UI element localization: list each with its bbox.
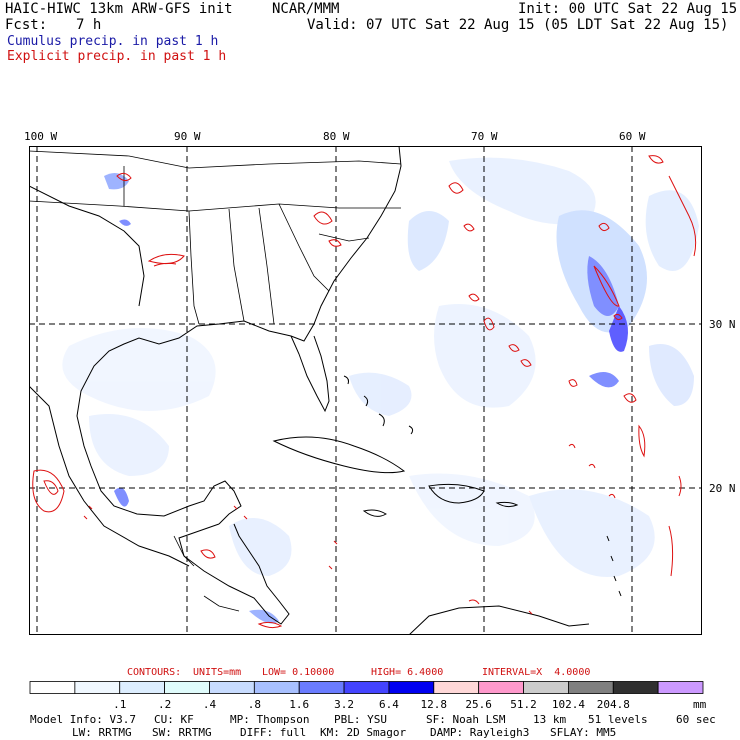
colorbar-swatch — [612, 681, 659, 694]
precip-colorbar — [29, 681, 704, 694]
colorbar-tick-label: 204.8 — [596, 698, 630, 711]
colorbar-swatch — [343, 681, 390, 694]
surface-layer: SFLAY: MM5 — [550, 726, 617, 739]
colorbar-tick-label: 3.2 — [334, 698, 354, 711]
contours-high: HIGH= 6.4000 — [371, 667, 444, 678]
colorbar-swatch — [388, 681, 435, 694]
microphysics: MP: Thompson — [230, 713, 310, 726]
colorbar-swatch — [478, 681, 524, 694]
colorbar-swatch — [657, 681, 704, 694]
contours-units: UNITS=mm — [193, 667, 242, 678]
colorbar-swatch — [523, 681, 569, 694]
forecast-label: Fcst: — [5, 17, 48, 33]
colorbar-swatch — [433, 681, 480, 694]
explicit-legend: Explicit precip. in past 1 h — [7, 49, 227, 64]
valid-time: Valid: 07 UTC Sat 22 Aug 15 (05 LDT Sat … — [307, 17, 729, 33]
cumulus-precip-areas — [62, 157, 699, 624]
init-time: Init: 00 UTC Sat 22 Aug 15 — [518, 1, 738, 17]
cumulus-legend: Cumulus precip. in past 1 h — [7, 34, 219, 49]
timestep: 60 sec — [676, 713, 716, 726]
lon-label-90w: 90 W — [174, 130, 201, 143]
colorbar-unit: mm — [693, 698, 707, 711]
colorbar-tick-label: .4 — [202, 698, 217, 711]
colorbar-tick-label: .8 — [247, 698, 261, 711]
colorbar-tick-label: 51.2 — [510, 698, 537, 711]
colorbar-tick-label: .2 — [157, 698, 172, 711]
diffusion: DIFF: full — [240, 726, 307, 739]
vertical-levels: 51 levels — [588, 713, 648, 726]
colorbar-swatch — [298, 681, 345, 694]
colorbar-tick-label: 6.4 — [378, 698, 399, 711]
contours-label: CONTOURS: — [127, 667, 182, 678]
lon-label-100w: 100 W — [24, 130, 58, 143]
resolution: 13 km — [533, 713, 567, 726]
colorbar-tick-label: .1 — [113, 698, 127, 711]
colorbar-tick-label: 25.6 — [465, 698, 492, 711]
lat-lon-grid — [29, 146, 702, 635]
lon-label-80w: 80 W — [323, 130, 350, 143]
eddy-coefficient: KM: 2D Smagor — [320, 726, 407, 739]
longwave-scheme: LW: RRTMG — [72, 726, 132, 739]
colorbar-tick-label: 102.4 — [551, 698, 585, 711]
colorbar-tick-label: 1.6 — [289, 698, 310, 711]
shortwave-scheme: SW: RRTMG — [152, 726, 212, 739]
colorbar-swatch — [568, 681, 614, 694]
cumulus-scheme: CU: KF — [154, 713, 194, 726]
contours-low: LOW= 0.10000 — [262, 667, 335, 678]
pbl-scheme: PBL: YSU — [334, 713, 387, 726]
colorbar-swatch — [29, 681, 76, 694]
colorbar-swatch — [164, 681, 210, 694]
forecast-hour: 7 h — [76, 17, 102, 33]
surface-scheme: SF: Noah LSM — [426, 713, 506, 726]
colorbar-tick-label: 12.8 — [420, 698, 448, 711]
explicit-precip-contours — [32, 155, 697, 629]
colorbar-swatch — [253, 681, 300, 694]
lat-label-20n: 20 N — [709, 482, 736, 495]
colorbar-swatch — [74, 681, 121, 694]
lon-label-60w: 60 W — [619, 130, 646, 143]
lat-label-30n: 30 N — [709, 318, 736, 331]
colorbar-swatch — [209, 681, 255, 694]
precipitation-map — [29, 146, 702, 635]
lon-label-70w: 70 W — [471, 130, 498, 143]
coastlines — [29, 146, 622, 635]
contours-interval: INTERVAL=X 4.0000 — [482, 667, 591, 678]
colorbar-swatch — [119, 681, 165, 694]
political-borders — [29, 150, 402, 612]
model-title: HAIC-HIWC 13km ARW-GFS init — [5, 1, 233, 17]
damping: DAMP: Rayleigh3 — [430, 726, 530, 739]
organization: NCAR/MMM — [272, 1, 340, 17]
model-info: Model Info: V3.7 — [30, 713, 136, 726]
